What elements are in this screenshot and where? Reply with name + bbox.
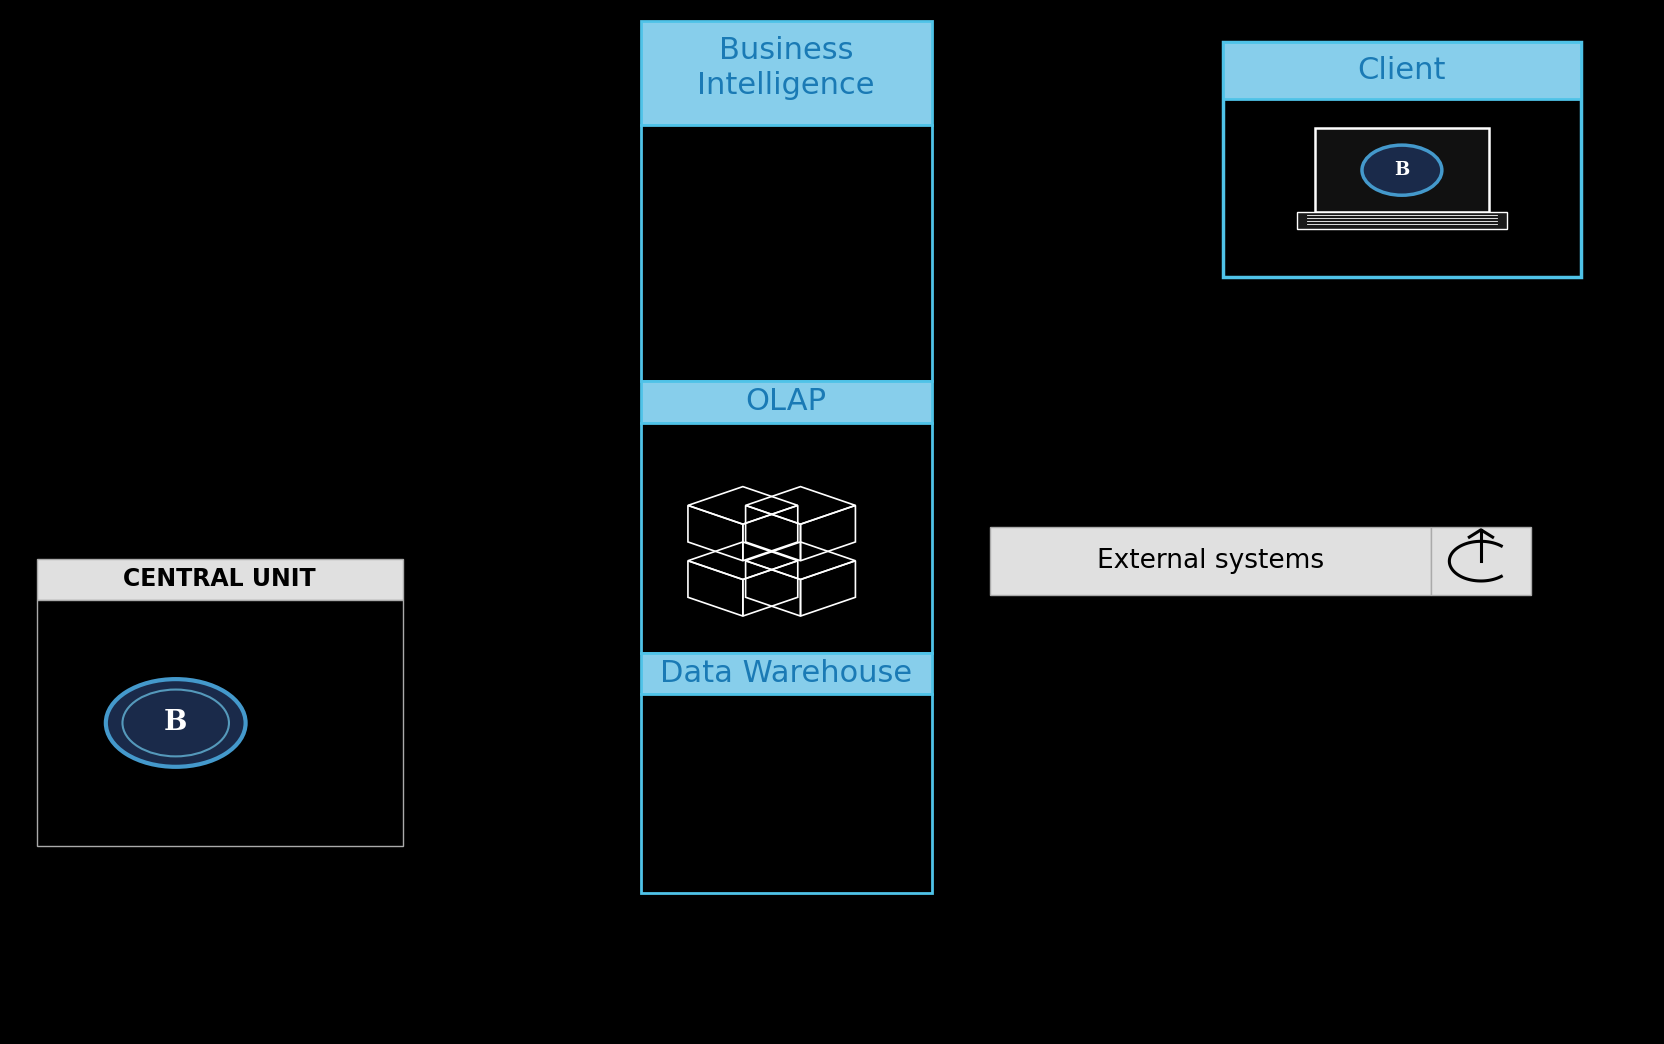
Bar [37,600,403,846]
Text: B: B [1394,161,1409,180]
Bar [641,381,932,423]
Text: OLAP: OLAP [745,387,827,417]
Bar [641,21,932,125]
Bar [1298,212,1508,229]
Bar [641,125,932,381]
Text: Client: Client [1358,56,1446,85]
Circle shape [106,680,246,766]
Bar [641,423,932,652]
Text: B: B [165,710,188,736]
Bar [1431,527,1531,595]
Bar [641,652,932,694]
Bar [990,527,1431,595]
Text: CENTRAL UNIT: CENTRAL UNIT [123,568,316,591]
Bar [641,694,932,893]
Bar [1223,42,1581,99]
Circle shape [1361,145,1441,195]
Text: Business
Intelligence: Business Intelligence [697,35,875,100]
Bar [1223,42,1581,277]
Text: External systems: External systems [1097,548,1325,574]
Bar [1315,128,1489,212]
Text: Data Warehouse: Data Warehouse [661,659,912,688]
Bar [37,559,403,600]
